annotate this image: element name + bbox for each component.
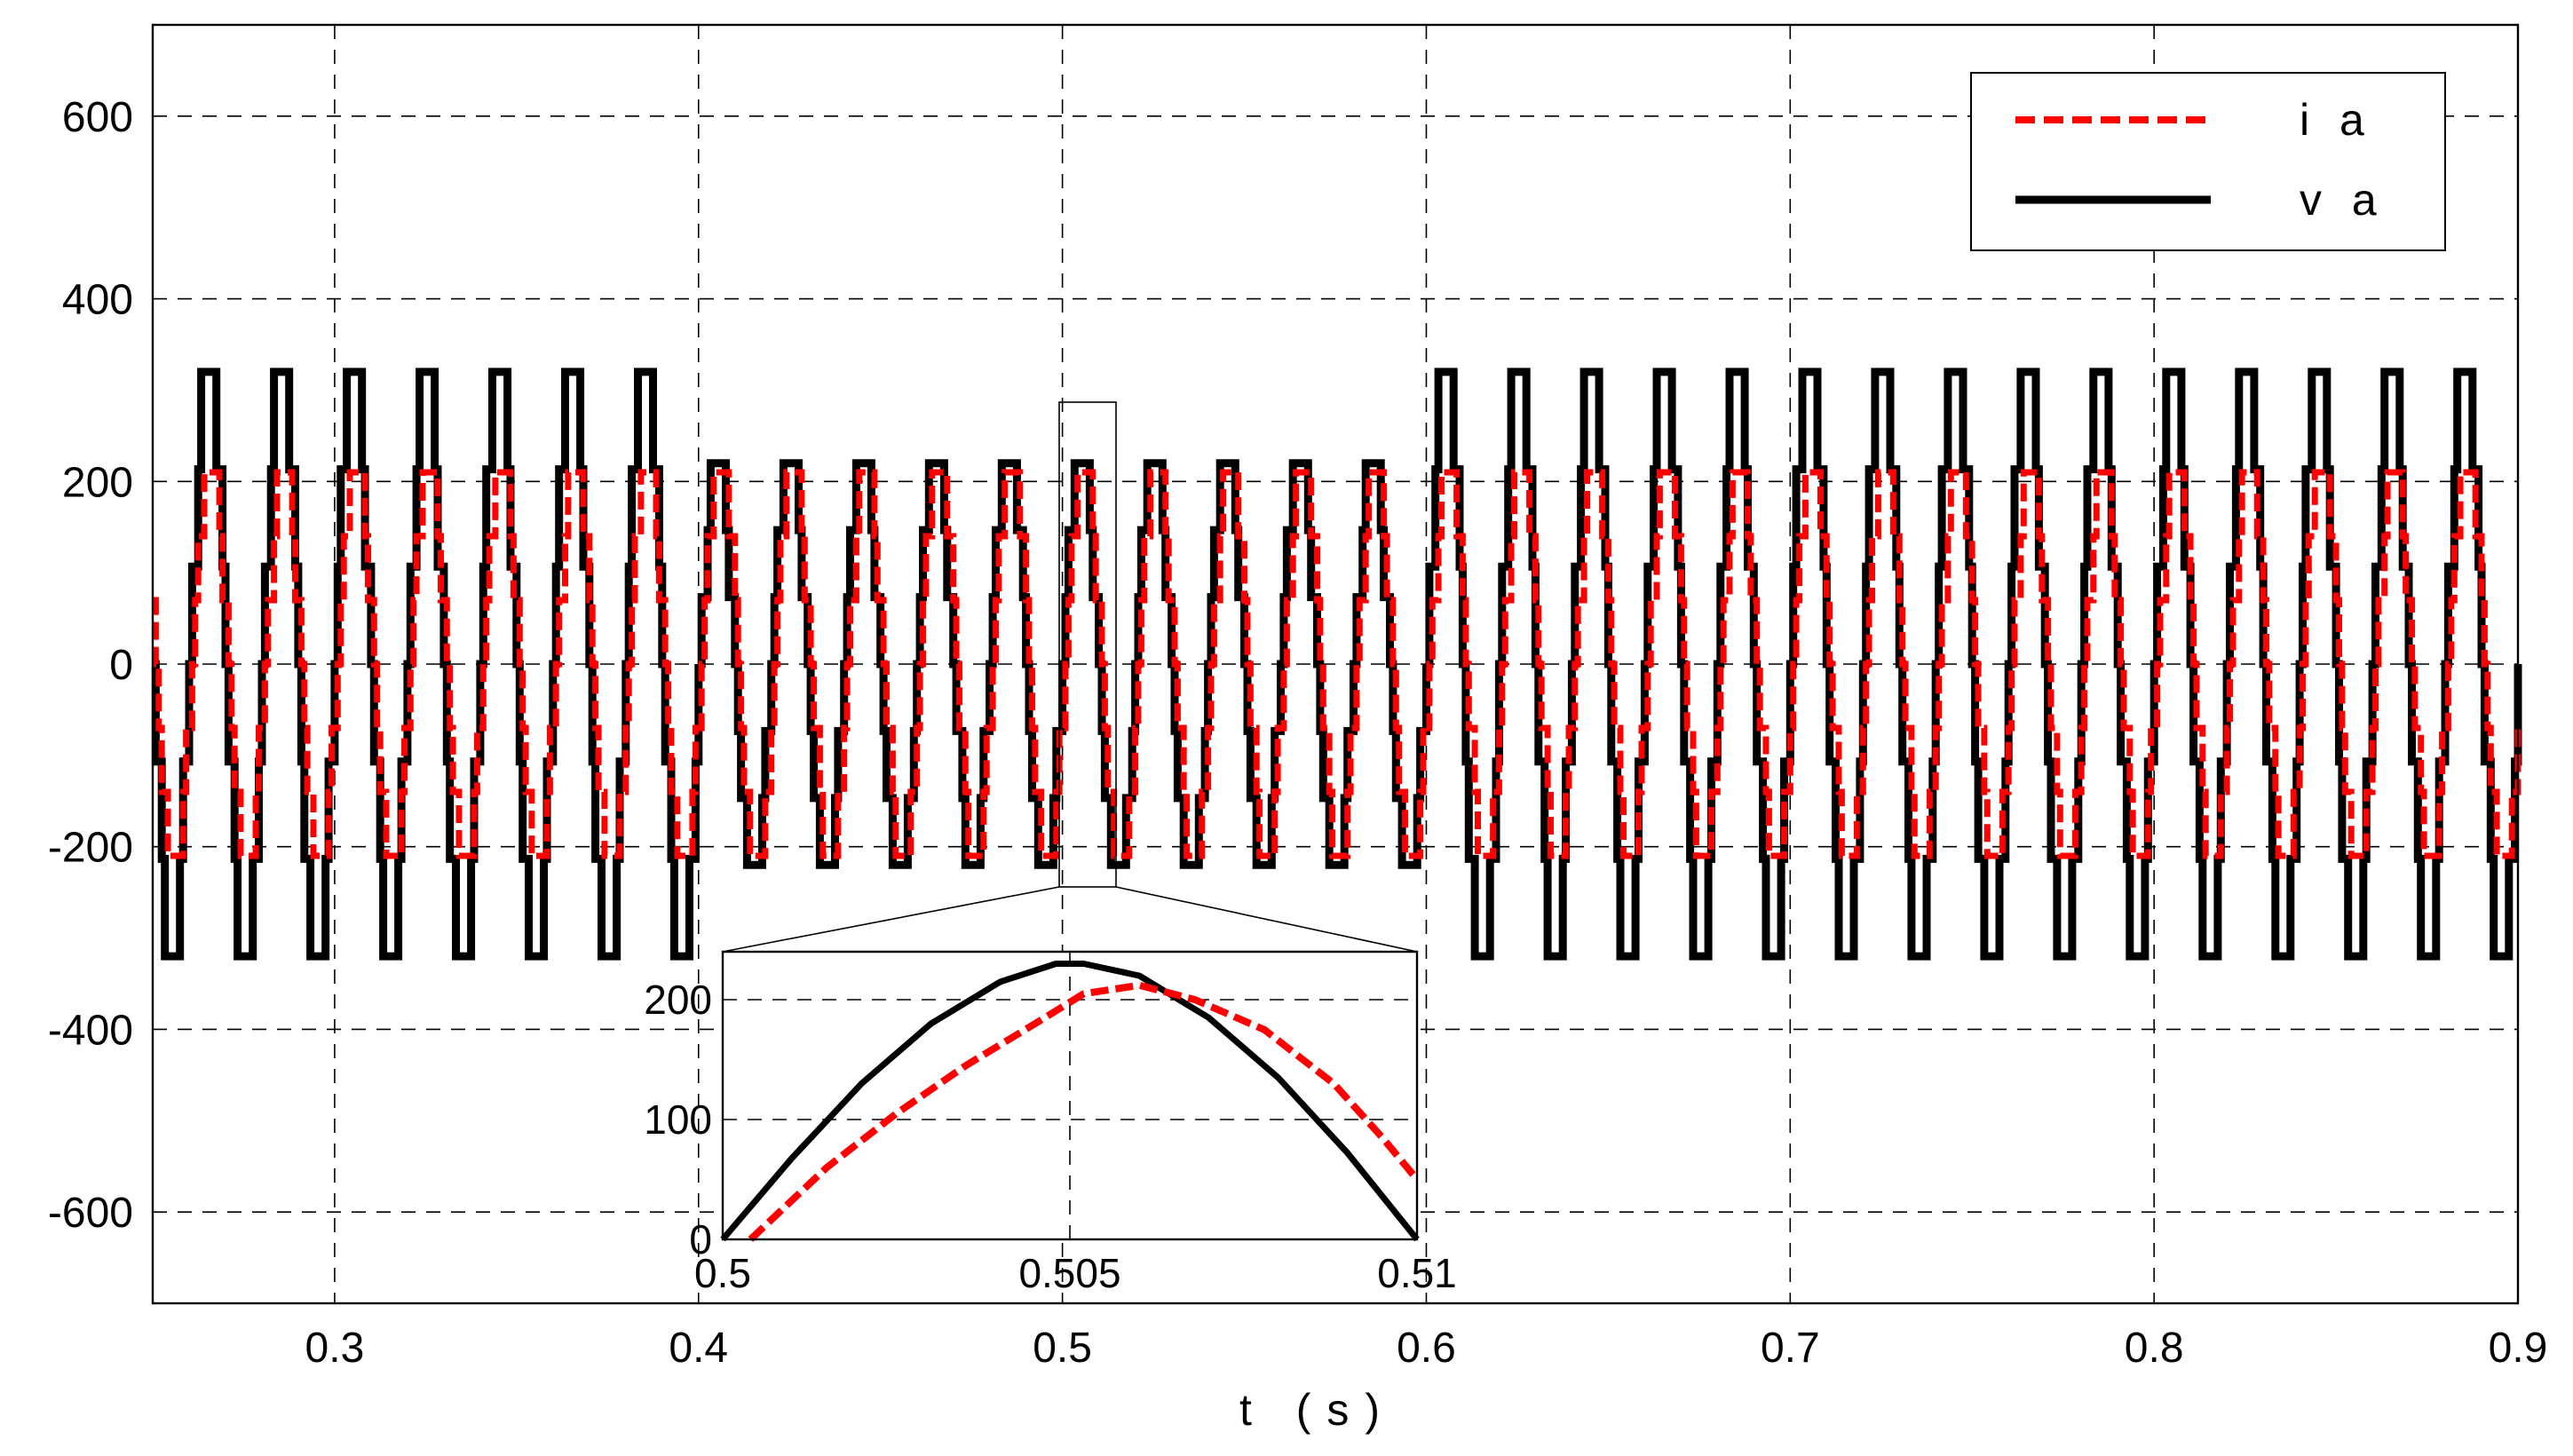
inset-tick-labels: 0.5 0.505 0.51 200 100 0 bbox=[644, 977, 1457, 1296]
zoom-region-box bbox=[1058, 401, 1117, 888]
zoom-connector-right bbox=[1115, 886, 1418, 953]
x-tick-label: 0.9 bbox=[2489, 1325, 2548, 1372]
inset-x-tick-label: 0.5 bbox=[694, 1250, 751, 1296]
plot-frame bbox=[151, 23, 2520, 1305]
y-tick-label: 0 bbox=[109, 642, 133, 689]
legend-label-va: v a bbox=[2300, 175, 2386, 225]
inset-y-tick-label: 100 bbox=[644, 1096, 712, 1143]
inset-series-line-ia bbox=[748, 981, 1421, 1242]
inset-y-tick-label: 0 bbox=[689, 1216, 712, 1262]
y-tick-label: 600 bbox=[62, 94, 133, 141]
series-layer bbox=[151, 368, 2522, 961]
inset-plot: 0.5 0.505 0.51 200 100 0 bbox=[644, 950, 1457, 1296]
inset-y-tick-label: 200 bbox=[644, 977, 712, 1023]
series-line-ia bbox=[152, 469, 2522, 859]
zoom-connector-left bbox=[722, 886, 1060, 953]
legend: i a v a bbox=[1970, 72, 2446, 251]
x-tick-label: 0.6 bbox=[1397, 1325, 1456, 1372]
x-axis-label: t (s) bbox=[1239, 1385, 1396, 1435]
y-tick-label: -200 bbox=[48, 825, 133, 872]
x-tick-label: 0.3 bbox=[305, 1325, 365, 1372]
inset-background bbox=[723, 952, 1417, 1239]
inset-series-line-va bbox=[720, 961, 1420, 1242]
y-tick-label: -400 bbox=[48, 1007, 133, 1054]
y-tick-label: 400 bbox=[62, 277, 133, 324]
inset-series-layer bbox=[720, 961, 1421, 1242]
inset-x-tick-label: 0.505 bbox=[1018, 1250, 1120, 1296]
legend-box bbox=[1970, 72, 2446, 251]
inset-frame bbox=[721, 950, 1419, 1241]
x-tick-label: 0.5 bbox=[1033, 1325, 1092, 1372]
tick-labels: 0.3 0.4 0.5 0.6 0.7 0.8 0.9 600 400 200 0 -200 -400 -… bbox=[48, 94, 2547, 1372]
legend-label-ia: i a bbox=[2300, 95, 2373, 145]
x-tick-label: 0.7 bbox=[1761, 1325, 1820, 1372]
inset-x-tick-label: 0.51 bbox=[1377, 1250, 1457, 1296]
y-tick-label: -600 bbox=[48, 1190, 133, 1237]
y-tick-label: 200 bbox=[62, 459, 133, 506]
x-tick-label: 0.4 bbox=[669, 1325, 728, 1372]
x-tick-label: 0.8 bbox=[2125, 1325, 2184, 1372]
